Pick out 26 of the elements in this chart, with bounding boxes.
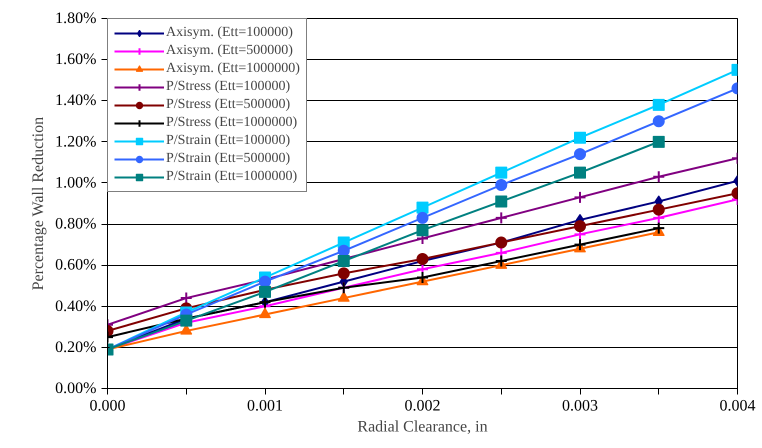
y-tick-label: 1.40% [55,92,96,110]
x-tick-label: 0.004 [720,398,756,414]
legend-label: P/Strain (Ett=100000) [166,133,290,149]
legend-label: P/Stress (Ett=1000000) [166,115,298,131]
legend-label: P/Stress (Ett=100000) [166,79,290,95]
y-tick-label: 0.40% [55,298,96,315]
legend-label: Axisym. (Ett=500000) [166,43,293,59]
x-tick-label: 0.000 [90,398,126,414]
x-axis-title: Radial Clearance, in [357,418,488,436]
y-tick-label: 1.60% [55,51,96,68]
y-tick-label: 0.20% [55,338,96,356]
y-tick-label: 0.80% [55,216,96,233]
x-tick-label: 0.001 [247,398,283,414]
y-tick-label: 0.00% [55,380,96,397]
legend-label: Axisym. (Ett=100000) [166,25,293,41]
x-tick-label: 0.002 [404,398,440,414]
legend-label: P/Strain (Ett=500000) [166,151,290,167]
legend-label: P/Strain (Ett=1000000) [166,169,298,185]
y-axis-title: Percentage Wall Reduction [30,116,48,290]
y-tick-label: 1.00% [55,174,96,192]
y-tick-label: 1.20% [55,133,96,150]
legend-label: Axisym. (Ett=1000000) [166,61,300,77]
y-tick-label: 0.60% [55,256,96,274]
y-tick-label: 1.80% [55,10,96,27]
legend-label: P/Stress (Ett=500000) [166,97,290,113]
x-tick-label: 0.003 [562,398,598,414]
